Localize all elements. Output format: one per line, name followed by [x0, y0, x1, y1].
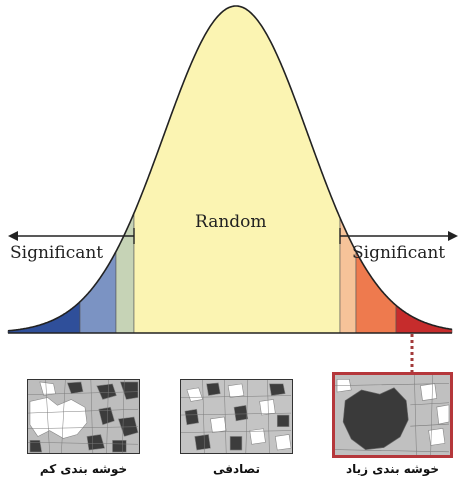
right-tail-red	[395, 304, 453, 334]
random-map	[180, 379, 293, 454]
right-arrow	[339, 228, 458, 244]
left-significant-label: Significant	[10, 243, 104, 263]
low-clustering-map-image	[28, 380, 139, 453]
random-caption: تصادفی	[213, 462, 260, 476]
left-arrow	[8, 228, 135, 244]
high-clustering-caption: خوشه بندی زیاد	[345, 462, 440, 476]
random-region	[133, 5, 341, 334]
low-clustering-map	[27, 379, 140, 454]
high-clustering-map	[332, 372, 453, 458]
curve-outline	[7, 5, 453, 332]
high-clustering-map-image	[335, 375, 450, 455]
right-significant-label: Significant	[352, 243, 446, 263]
center-label: Random	[195, 212, 267, 232]
left-tail-light-green	[115, 212, 135, 334]
left-tail-dark-blue	[7, 300, 81, 334]
random-map-image	[181, 380, 292, 453]
left-tail-blue	[79, 250, 117, 334]
low-clustering-caption: خوشه بندی کم	[39, 462, 128, 476]
